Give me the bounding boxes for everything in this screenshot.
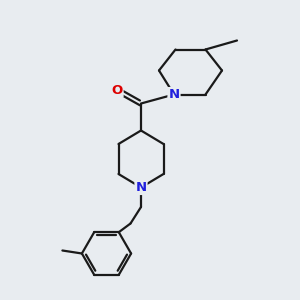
Text: N: N: [168, 88, 180, 101]
Text: N: N: [135, 181, 147, 194]
Text: O: O: [111, 83, 123, 97]
